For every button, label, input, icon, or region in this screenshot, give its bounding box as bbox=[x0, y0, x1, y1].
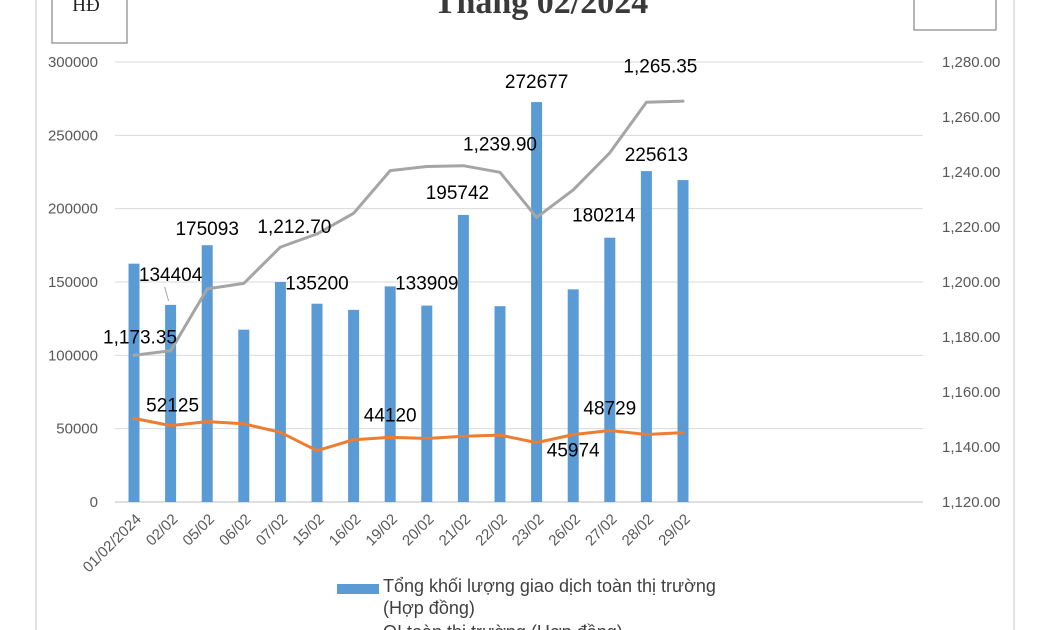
bar-data-label: 175093 bbox=[175, 219, 238, 240]
bar-data-label: 135200 bbox=[285, 274, 348, 295]
y-left-tick-label: 100000 bbox=[48, 347, 98, 364]
bar bbox=[531, 102, 543, 502]
bar bbox=[567, 289, 579, 502]
x-tick-label: 02/02 bbox=[143, 511, 182, 550]
oi-data-label: 45974 bbox=[547, 441, 600, 462]
x-tick-label: 29/02 bbox=[655, 511, 694, 550]
left-header-box-label: HĐ bbox=[72, 0, 99, 16]
y-right-tick-label: 1,260.00 bbox=[942, 109, 1000, 126]
x-tick-label: 05/02 bbox=[179, 511, 218, 550]
y-left-tick-label: 200000 bbox=[48, 201, 98, 218]
x-tick-label: 07/02 bbox=[253, 511, 292, 550]
bar bbox=[457, 214, 469, 502]
left-axis: 300000 250000 200000 150000 100000 50000 0 bbox=[48, 54, 98, 511]
x-tick-label: 28/02 bbox=[619, 511, 658, 550]
bar bbox=[165, 304, 177, 502]
y-left-tick-label: 150000 bbox=[48, 274, 98, 291]
bar bbox=[494, 306, 506, 502]
legend-label: Tổng khối lượng giao dịch toàn thị trườn… bbox=[383, 576, 716, 596]
bar-data-label: 134404 bbox=[139, 265, 203, 286]
y-right-tick-label: 1,160.00 bbox=[942, 384, 1000, 401]
right-axis: 1,280.00 1,260.00 1,240.00 1,220.00 1,200.00… bbox=[942, 54, 1000, 511]
x-axis: 01/02/202402/0205/0206/0207/0215/0216/02… bbox=[80, 511, 694, 576]
x-tick-label: 16/02 bbox=[326, 511, 365, 550]
bar-data-label: 133909 bbox=[395, 274, 458, 295]
bar bbox=[348, 309, 360, 502]
grey-line-data-label: 1,239.90 bbox=[463, 134, 537, 155]
grey-line-data-label: 1,265.35 bbox=[623, 56, 697, 77]
left-header-box bbox=[51, 0, 128, 44]
bar bbox=[238, 329, 250, 502]
x-tick-label: 06/02 bbox=[216, 511, 255, 550]
y-right-tick-label: 1,140.00 bbox=[942, 439, 1000, 456]
bar bbox=[201, 245, 213, 502]
x-tick-label: 26/02 bbox=[545, 511, 584, 550]
bar bbox=[677, 180, 689, 503]
gridlines bbox=[115, 61, 923, 503]
x-tick-label: 15/02 bbox=[289, 511, 328, 550]
oi-data-label: 52125 bbox=[146, 396, 199, 417]
bar bbox=[128, 263, 140, 502]
x-tick-label: 20/02 bbox=[399, 511, 438, 550]
x-tick-label: 22/02 bbox=[472, 511, 511, 550]
x-tick-label: 27/02 bbox=[582, 511, 621, 550]
bar-data-label: 225613 bbox=[625, 145, 688, 166]
y-right-tick-label: 1,120.00 bbox=[942, 494, 1000, 511]
y-right-tick-label: 1,180.00 bbox=[942, 329, 1000, 346]
x-tick-label: 21/02 bbox=[436, 511, 475, 550]
grey-line-data-label: 1,173.35 bbox=[103, 327, 177, 348]
y-right-tick-label: 1,280.00 bbox=[942, 54, 1000, 71]
y-left-tick-label: 300000 bbox=[48, 54, 98, 71]
bar bbox=[274, 282, 286, 502]
legend-label: (Hợp đồng) bbox=[383, 598, 475, 618]
bar-data-label: 195742 bbox=[426, 183, 489, 204]
bar-series bbox=[128, 102, 689, 503]
leader-line bbox=[164, 286, 170, 302]
legend: Tổng khối lượng giao dịch toàn thị trườn… bbox=[337, 576, 716, 630]
grey-line-series bbox=[132, 99, 685, 357]
bar bbox=[604, 237, 616, 502]
legend-label: OI toàn thị trường (Hợp đồng) bbox=[383, 622, 623, 630]
grey-line-data-label: 1,212.70 bbox=[257, 217, 331, 238]
legend-swatch-bar bbox=[337, 584, 379, 594]
right-header-box bbox=[913, 0, 997, 31]
y-left-tick-label: 0 bbox=[90, 494, 98, 511]
line-series bbox=[132, 99, 685, 453]
oi-data-label: 48729 bbox=[583, 399, 636, 420]
x-tick-label: 19/02 bbox=[362, 511, 401, 550]
chart-title: Tháng 02/2024 bbox=[434, 0, 648, 21]
y-right-tick-label: 1,200.00 bbox=[942, 274, 1000, 291]
bar-data-label: 272677 bbox=[505, 72, 568, 93]
x-tick-label: 23/02 bbox=[509, 511, 548, 550]
data-labels: 134404 175093 135200 133909 195742 272677 1802… bbox=[103, 56, 697, 461]
bar-data-label: 180214 bbox=[572, 206, 636, 227]
bar bbox=[384, 286, 396, 502]
y-right-tick-label: 1,240.00 bbox=[942, 164, 1000, 181]
y-right-tick-label: 1,220.00 bbox=[942, 219, 1000, 236]
oi-line-series bbox=[132, 416, 685, 453]
bar bbox=[640, 171, 652, 502]
x-tick-label: 01/02/2024 bbox=[80, 511, 145, 576]
bar bbox=[311, 303, 323, 502]
bar bbox=[421, 305, 433, 502]
y-left-tick-label: 50000 bbox=[56, 421, 98, 438]
y-left-tick-label: 250000 bbox=[48, 127, 98, 144]
oi-data-label: 44120 bbox=[364, 405, 417, 426]
